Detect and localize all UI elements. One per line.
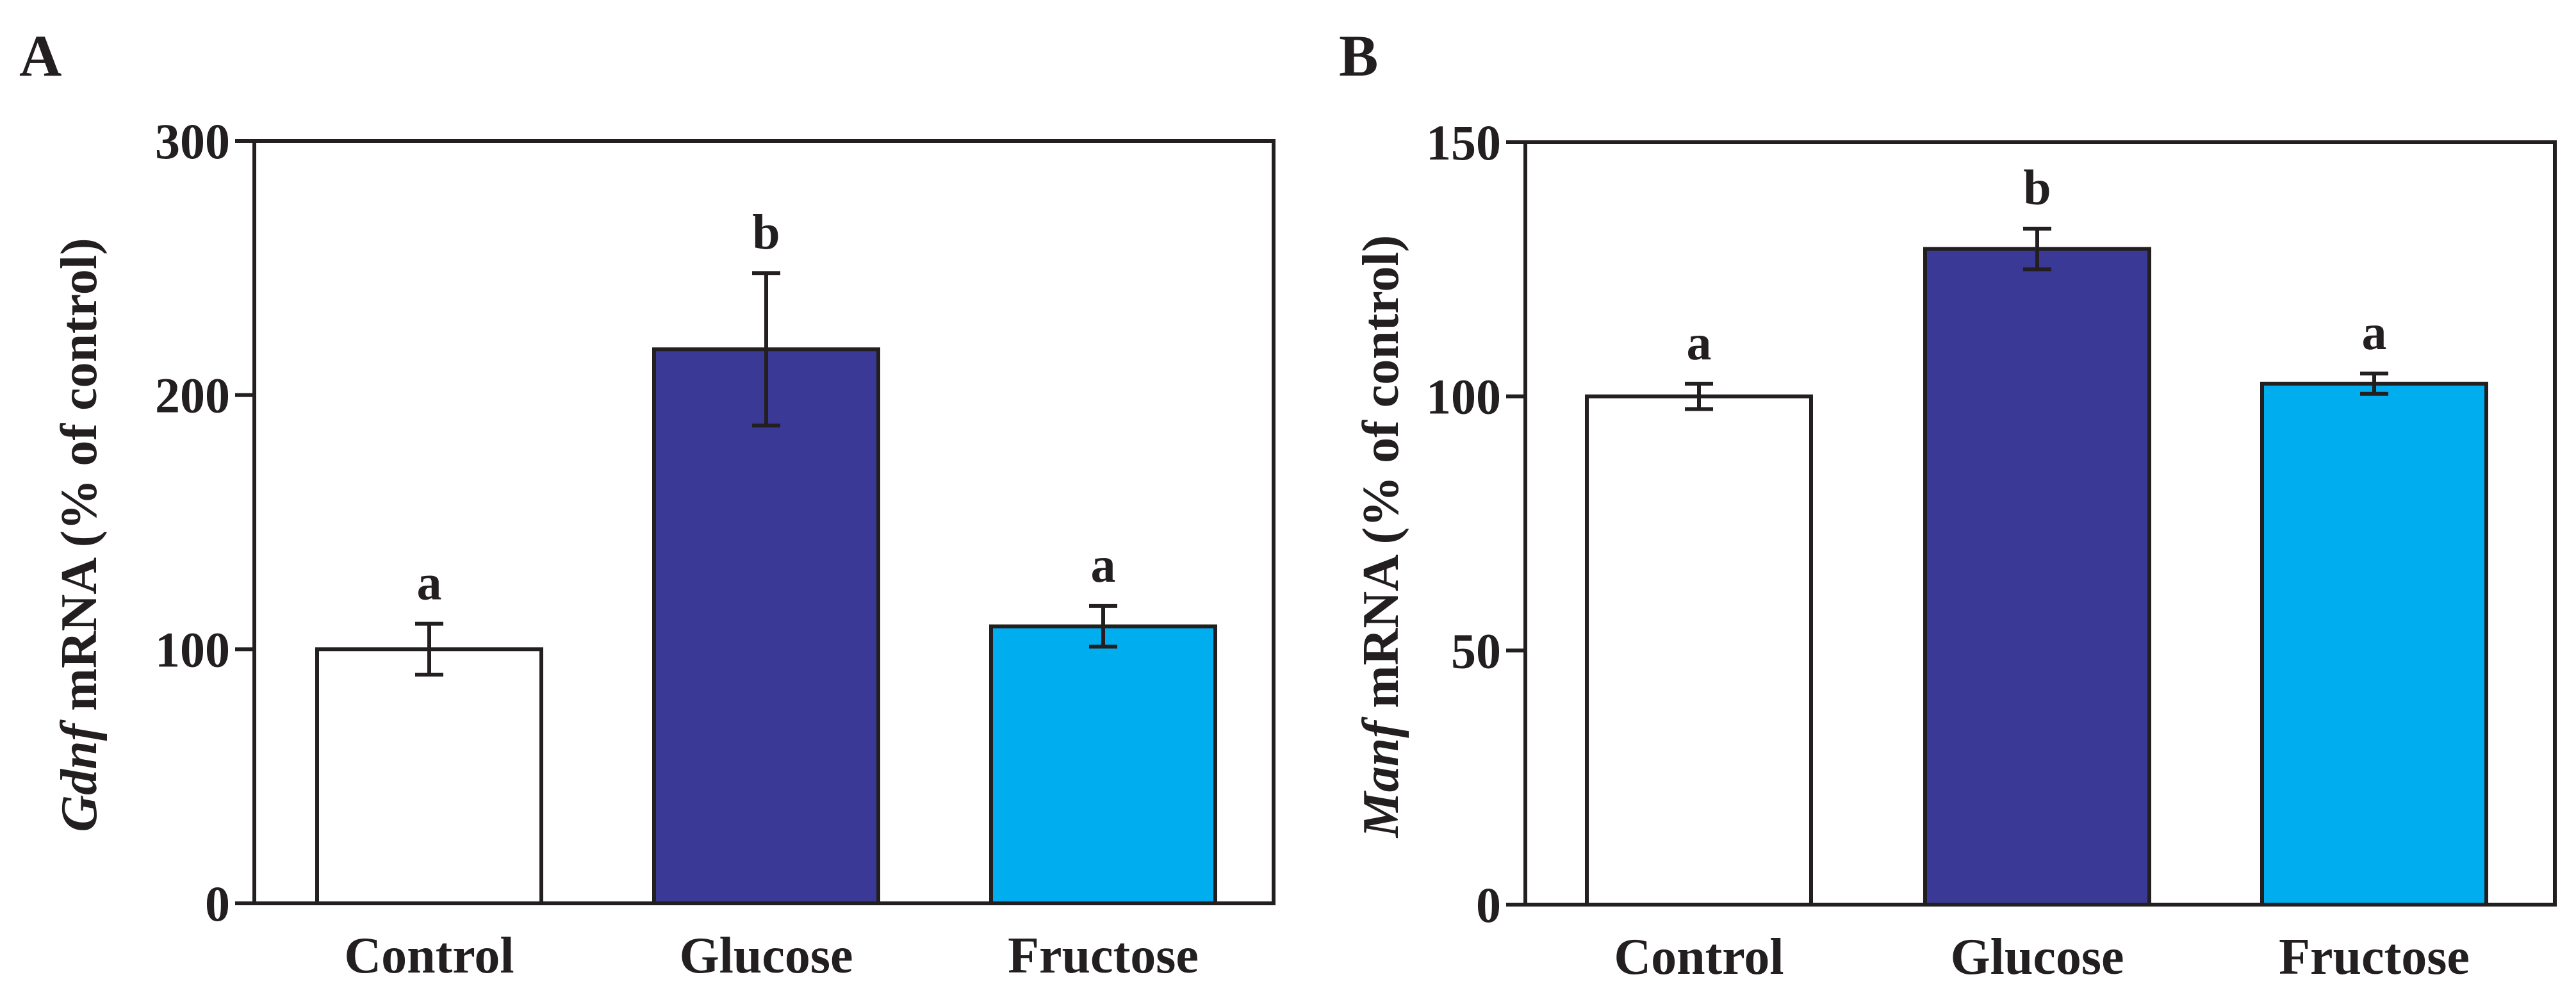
panel-b-error-bar-control <box>1685 381 1713 411</box>
panel-b-y-tick-label: 100 <box>1426 369 1501 425</box>
panel-b-category-label-fructose: Fructose <box>2279 929 2470 985</box>
panel-b-significance-glucose: b <box>2023 160 2051 215</box>
panel-b-y-tick-label: 0 <box>1476 877 1501 933</box>
panel-b: B 0 50 100 150 a b a Control Glucose Fructose M… <box>1339 23 2557 985</box>
panel-b-category-label-control: Control <box>1614 929 1784 985</box>
panel-a-category-label-fructose: Fructose <box>1008 928 1199 984</box>
panel-a-significance-fructose: a <box>1091 537 1116 593</box>
panel-b-significance-letters: a b a <box>1687 160 2387 370</box>
panel-a-category-labels: Control Glucose Fructose <box>344 928 1198 984</box>
panel-b-y-tick-label: 50 <box>1451 623 1501 678</box>
panel-b-error-bar-glucose <box>2023 226 2051 272</box>
panel-a-y-tick-label: 100 <box>155 621 230 677</box>
panel-a-significance-letters: a b a <box>417 204 1116 610</box>
panel-b-bar-glucose <box>1923 247 2151 907</box>
panel-b-bars <box>1585 247 2488 907</box>
panel-a-y-tick-label: 200 <box>155 368 230 423</box>
panel-b-bar-fructose <box>2260 381 2488 907</box>
panel-b-plot-frame <box>1523 140 2557 907</box>
panel-a-y-tick-label: 300 <box>155 113 230 169</box>
panel-letter-a: A <box>19 23 62 88</box>
panel-b-bar-control <box>1585 394 1813 907</box>
panel-letter-b: B <box>1339 23 1378 88</box>
panel-a-significance-glucose: b <box>752 204 780 259</box>
panel-a-category-label-glucose: Glucose <box>679 928 853 984</box>
panel-a-category-label-control: Control <box>344 928 514 984</box>
panel-a-y-ticks: 0 100 200 300 <box>155 113 254 932</box>
panel-b-y-axis-label: Manf mRNA (% of control) <box>1353 235 1409 839</box>
panel-b-category-labels: Control Glucose Fructose <box>1614 929 2469 985</box>
panel-a-bar-fructose <box>989 624 1217 906</box>
panel-b-significance-fructose: a <box>2362 304 2387 360</box>
panel-a-bars <box>315 347 1217 906</box>
panel-a-error-bar-glucose <box>752 271 780 428</box>
panel-a-error-bar-control <box>415 621 443 677</box>
panel-b-significance-control: a <box>1687 315 1712 370</box>
panel-a-significance-control: a <box>417 555 442 611</box>
panel-a-y-tick-label: 0 <box>205 876 230 932</box>
panel-b-error-bar-fructose <box>2360 371 2388 396</box>
panel-b-error-bars <box>1685 226 2388 411</box>
panel-a-y-axis-gene: Gdnf <box>51 719 108 832</box>
panel-b-y-tick-label: 150 <box>1426 115 1501 170</box>
panel-b-y-ticks: 0 50 100 150 <box>1426 115 1525 933</box>
panel-a-error-bars <box>415 271 1117 677</box>
panel-a-y-axis-unit: mRNA (% of control) <box>51 238 108 723</box>
panel-b-y-axis-gene: Manf <box>1353 716 1409 839</box>
panel-a-bar-control <box>315 647 543 905</box>
panel-a-bar-glucose <box>652 347 880 905</box>
panel-b-y-axis-unit: mRNA (% of control) <box>1353 235 1409 721</box>
panel-a-y-axis-label: Gdnf mRNA (% of control) <box>51 238 108 832</box>
panel-b-category-label-glucose: Glucose <box>1950 929 2124 985</box>
panel-a-plot-frame <box>252 139 1276 905</box>
panel-a-error-bar-fructose <box>1089 604 1117 649</box>
